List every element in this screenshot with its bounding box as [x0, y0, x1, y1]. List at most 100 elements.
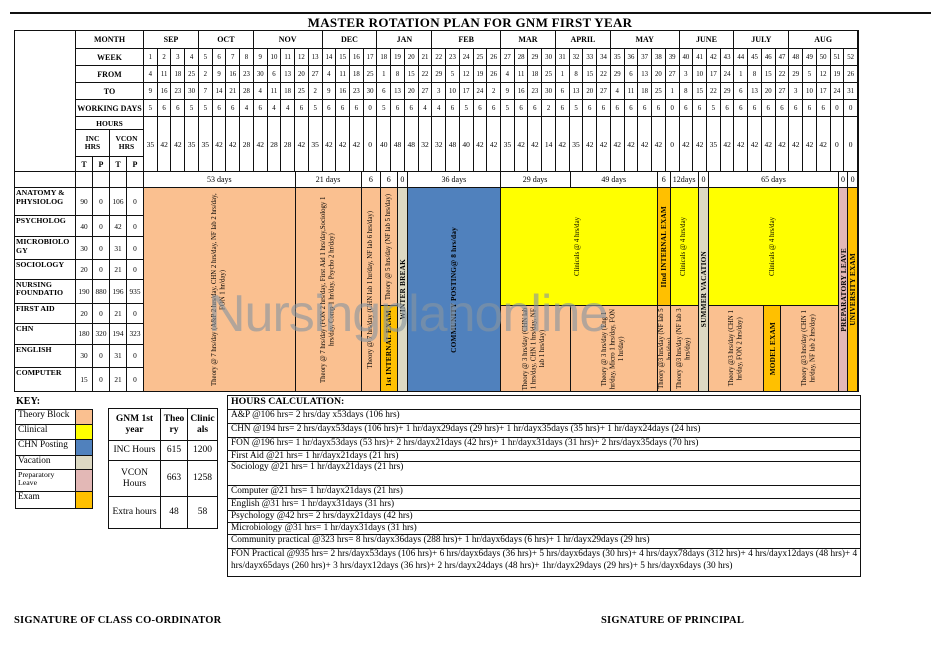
working-days-value: 6 [652, 100, 666, 116]
to-date: 20 [762, 83, 776, 99]
from-date: 15 [762, 66, 776, 82]
weekly-hours-value: 32 [432, 117, 447, 171]
working-days-value: 6 [405, 100, 419, 116]
from-date: 11 [336, 66, 350, 82]
gantt-block: IInd INTERNAL EXAM [657, 188, 670, 307]
key-label: Theory Block [18, 410, 70, 420]
week-number: 33 [583, 49, 598, 65]
working-days-value: 6 [254, 100, 268, 116]
weekly-hours-value: 42 [515, 117, 529, 171]
working-days-value: 6 [817, 100, 831, 116]
subject-row: COMPUTER 15 0 21 0 [15, 367, 144, 392]
to-date: 17 [460, 83, 474, 99]
weekly-hours-value: 42 [474, 117, 488, 171]
month-column: MAR 27 28 29 30 4 11 18 25 9 16 23 30 5 6 6 2 35 42 42 14 [501, 31, 556, 171]
gantt-days-label: 6 [381, 172, 398, 187]
gantt-segment: 6 Theory @ 5 hrs/day (NF lab 5 hrs/day) 1s… [381, 172, 398, 391]
weekly-hours-value: 42 [556, 117, 570, 171]
subject-name: COMPUTER [15, 367, 76, 392]
week-number: 26 [487, 49, 502, 65]
working-days-value: 6 [680, 100, 694, 116]
working-days-value: 6 [693, 100, 707, 116]
weekly-hours-value: 48 [391, 117, 405, 171]
working-days-value: 6 [158, 100, 172, 116]
weekly-hours-value: 28 [268, 117, 282, 171]
to-date: 28 [240, 83, 254, 99]
summary-theory-value: 663 [161, 461, 188, 496]
from-date: 15 [583, 66, 598, 82]
subject-hours-value: 0 [93, 304, 110, 324]
from-date: 18 [350, 66, 364, 82]
working-days-value: 5 [144, 100, 158, 116]
subject-hours-value: 31 [110, 237, 127, 259]
to-date: 27 [597, 83, 611, 99]
week-number: 13 [309, 49, 323, 65]
summary-col1-header: GNM 1st year [109, 409, 161, 440]
subject-hours-value: 21 [110, 259, 127, 279]
gantt-block: SUMMER VACATION [698, 188, 709, 391]
key-row: Exam [16, 492, 92, 508]
month-row: 4 11 18 25 2 [253, 83, 323, 100]
weekly-hours-value: 35 [199, 117, 213, 171]
week-number: 9 [254, 49, 268, 65]
hours-calculation-row: First Aid @21 hrs= 1 hr/dayx21days (21 h… [228, 451, 860, 462]
gantt-bottom-row: COMMUNITY POSTING@ 8 hrs/day [408, 188, 501, 391]
from-date: 6 [625, 66, 639, 82]
plan-body: ANATOMY & PHYSIOLOG 90 0 106 0 PSYCHOLOG 40 0 42… [15, 172, 859, 392]
gantt-column: PREPARATORY LEAVE [838, 188, 849, 391]
to-date: 4 [254, 83, 268, 99]
gantt-column: MODEL EXAM [764, 305, 781, 391]
month-row: 9 16 23 30 [144, 83, 199, 100]
working-days-value: 6 [611, 100, 625, 116]
key-color-swatch [75, 440, 92, 455]
month-row: 6 13 20 27 [555, 83, 611, 100]
gantt-block-label: Theory @3 hrs/day (CHN 1 hr/day, NF lab … [800, 310, 817, 387]
summary-rows: INC Hours 615 1200 VCON Hours 663 1258 Extra h… [109, 441, 217, 528]
week-number: 51 [831, 49, 845, 65]
weekly-hours-value: 42 [625, 117, 639, 171]
subject-hours-value: 42 [110, 216, 127, 237]
from-date: 17 [707, 66, 721, 82]
gantt-block-label: 1st INTERNAL EXAM [384, 310, 394, 387]
subject-row: FIRST AID 20 0 21 0 [15, 304, 144, 325]
working-days-value: 6 [625, 100, 639, 116]
key-color-swatch [75, 425, 92, 439]
gantt-days-label: 49 days [570, 172, 658, 187]
month-name: JAN [377, 31, 433, 49]
gantt-block: Theory @3 hrs/day (CHN 1 hr/day, NF lab … [780, 305, 838, 391]
gantt-segment: 21 days Theory @ 7 hrs/day (FON 2 hrs/day… [295, 172, 362, 391]
from-date: 24 [721, 66, 735, 82]
weekly-hours-value: 42 [693, 117, 707, 171]
working-days-value: 2 [542, 100, 556, 116]
month-hours-row: 42 42 42 42 [734, 117, 790, 171]
from-date: 25 [542, 66, 556, 82]
month-column: MAY 35 36 37 38 39 29 6 13 20 27 4 11 18 25 1 6 6 6 6 0 42 42 4… [610, 31, 680, 171]
gantt-days-label: 6 [657, 172, 671, 187]
subject-hours-value: 194 [110, 324, 127, 344]
gantt-segment-body: WINTER BREAK [397, 188, 409, 391]
to-date: 11 [625, 83, 639, 99]
key-color-swatch [75, 470, 92, 491]
week-number: 10 [268, 49, 282, 65]
from-date: 20 [652, 66, 666, 82]
subject-hours-value: 0 [127, 259, 144, 279]
months-grid: SEP 1 2 3 4 4 11 18 25 9 16 23 30 5 6 6 5 35 42 42 35 OCT 5 6 7 8… [144, 31, 859, 171]
weekly-hours-value: 42 [638, 117, 653, 171]
month-hours-row: 42 42 42 0 [323, 117, 378, 171]
month-row: 40 41 42 43 [679, 49, 735, 66]
summary-row-label: Extra hours [109, 497, 161, 528]
subject-hours-value: 323 [127, 324, 144, 344]
subject-hours-value: 90 [76, 188, 93, 216]
week-number: 4 [185, 49, 199, 65]
subject-name: CHN [15, 324, 76, 344]
week-number: 39 [666, 49, 680, 65]
gantt-days-label-row: 36 days [408, 172, 501, 188]
summary-row: VCON Hours 663 1258 [109, 461, 217, 497]
key-row: Preparatory Leave [16, 470, 92, 492]
week-number: 24 [460, 49, 474, 65]
weekly-hours-value: 32 [419, 117, 433, 171]
gantt-block-label: Theory @3 hrs/day (NF lab 3 hrs/day) [675, 308, 692, 389]
